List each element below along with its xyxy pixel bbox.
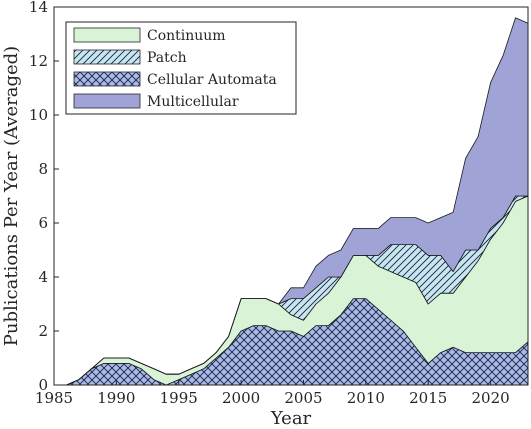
x-tick-label: 2020 <box>471 389 509 407</box>
legend-swatch-continuum <box>73 27 141 43</box>
y-tick-label: 4 <box>38 268 48 286</box>
y-tick-label: 2 <box>38 322 48 340</box>
y-tick-label: 0 <box>38 376 48 394</box>
x-tick-label: 2010 <box>347 389 385 407</box>
axis-ticks: 1985 1990 1995 2000 2005 2010 2015 2020 0 2 4 6 8 10 1… <box>29 0 510 407</box>
x-tick-label: 2015 <box>409 389 447 407</box>
legend-swatch-patch <box>73 49 141 65</box>
y-tick-label: 6 <box>38 214 48 232</box>
y-axis-label: Publications Per Year (Averaged) <box>1 46 22 346</box>
y-tick-label: 10 <box>29 106 48 124</box>
x-tick-label: 2000 <box>222 389 260 407</box>
x-axis-label: Year <box>270 408 312 429</box>
x-tick-label: 1985 <box>35 389 73 407</box>
legend-label-cellular-automata: Cellular Automata <box>147 72 277 88</box>
x-tick-label: 1990 <box>97 389 135 407</box>
legend: Continuum Patch Cellular Automata Multic… <box>65 21 297 115</box>
y-tick-label: 12 <box>29 52 48 70</box>
x-tick-label: 2005 <box>284 389 322 407</box>
x-tick-label: 1995 <box>160 389 198 407</box>
legend-label-continuum: Continuum <box>147 28 226 44</box>
y-tick-label: 8 <box>38 160 48 178</box>
legend-label-patch: Patch <box>147 50 187 66</box>
legend-swatch-cellular-automata <box>73 71 141 87</box>
legend-swatch-multicellular <box>73 93 141 109</box>
legend-label-multicellular: Multicellular <box>147 94 239 110</box>
y-tick-label: 14 <box>29 0 48 16</box>
plot-frame <box>53 6 529 386</box>
